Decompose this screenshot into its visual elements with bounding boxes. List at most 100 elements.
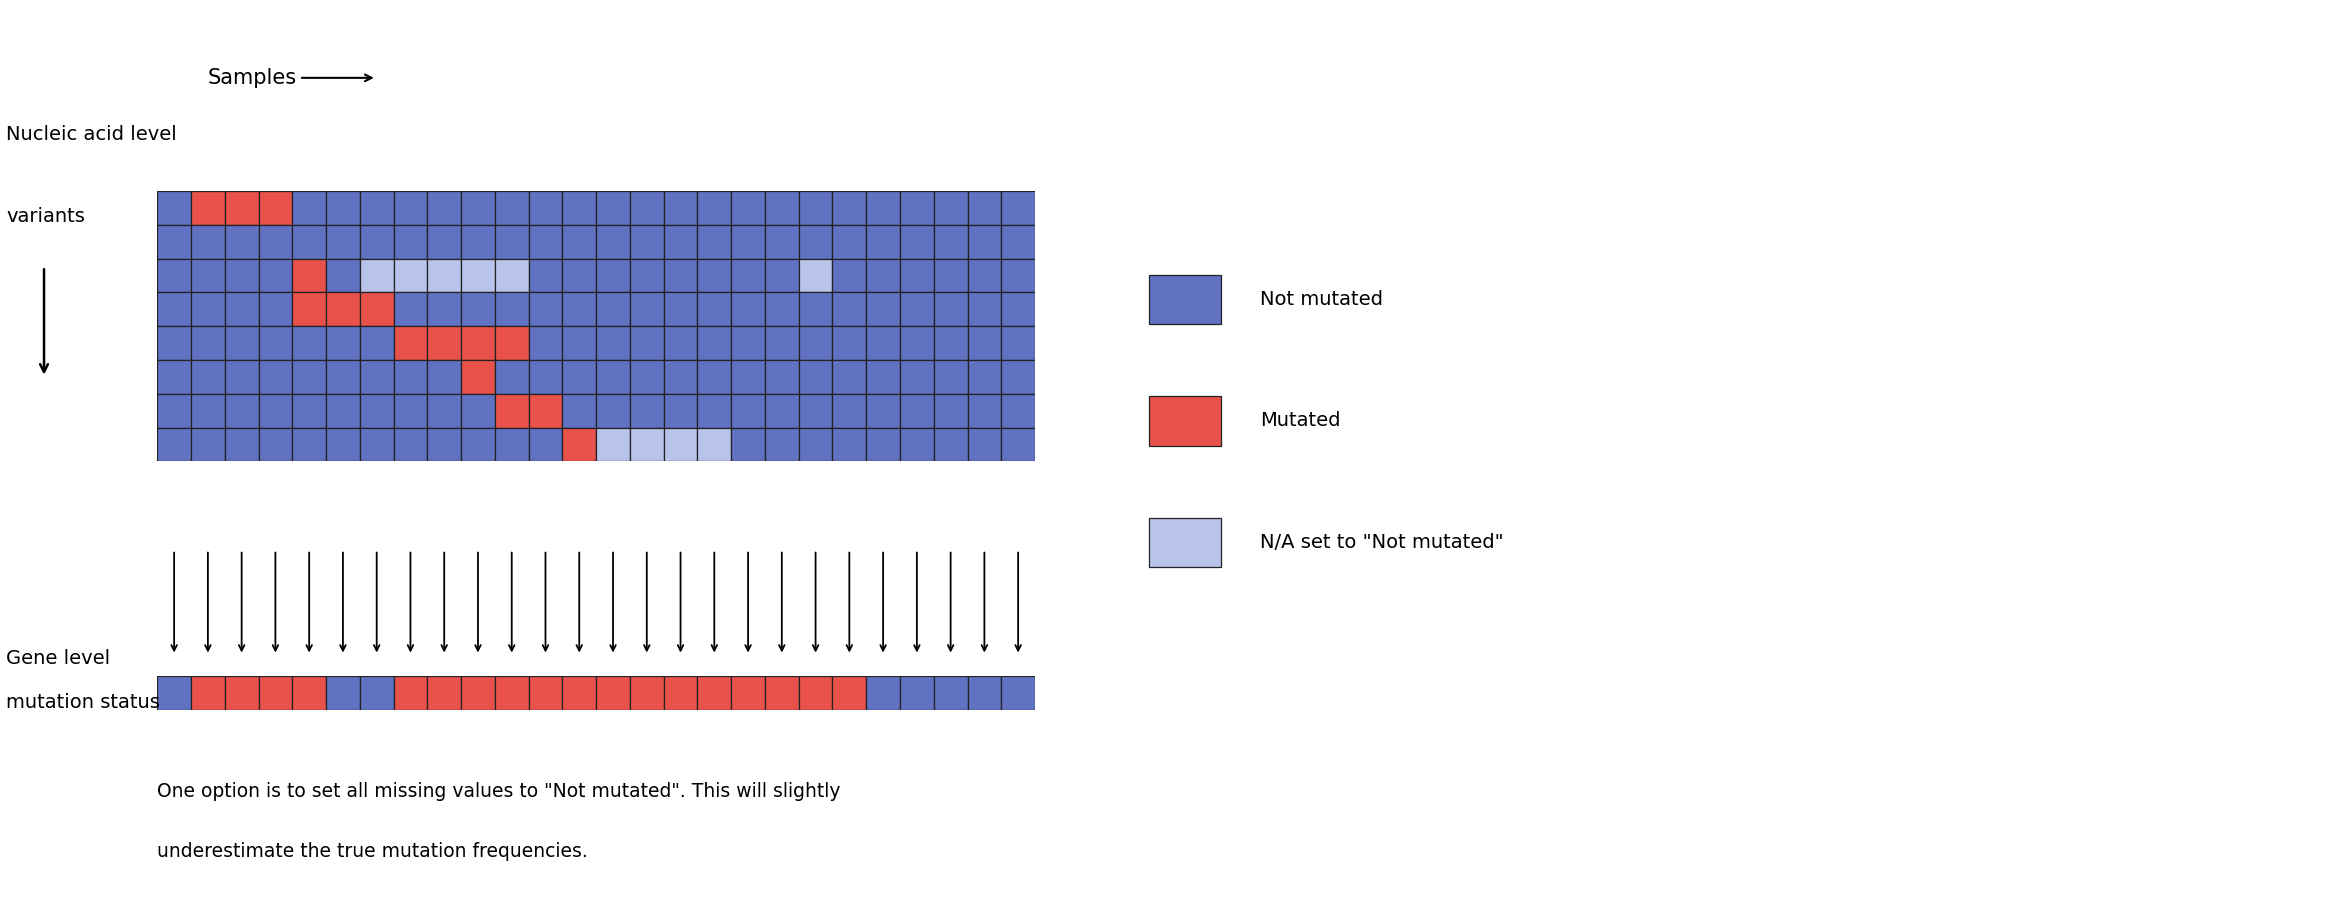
Bar bbox=[563, 258, 596, 292]
Bar bbox=[359, 676, 394, 710]
Bar bbox=[899, 360, 934, 394]
Bar bbox=[359, 360, 394, 394]
Text: Gene level: Gene level bbox=[7, 649, 110, 668]
Bar bbox=[629, 676, 664, 710]
Bar bbox=[765, 394, 798, 428]
Bar bbox=[934, 428, 967, 462]
Bar bbox=[934, 258, 967, 292]
Bar bbox=[326, 258, 359, 292]
Bar bbox=[1148, 274, 1220, 324]
Bar bbox=[528, 327, 563, 360]
Bar bbox=[528, 428, 563, 462]
Bar bbox=[563, 676, 596, 710]
Bar bbox=[563, 292, 596, 327]
Bar bbox=[732, 292, 765, 327]
Bar bbox=[258, 676, 293, 710]
Bar bbox=[967, 191, 1002, 225]
Bar bbox=[394, 676, 427, 710]
Bar bbox=[326, 428, 359, 462]
Bar bbox=[460, 428, 495, 462]
Bar bbox=[833, 676, 866, 710]
Bar bbox=[934, 225, 967, 258]
Bar bbox=[427, 360, 460, 394]
Bar bbox=[798, 258, 833, 292]
Bar bbox=[866, 394, 899, 428]
Bar bbox=[765, 360, 798, 394]
Bar bbox=[899, 292, 934, 327]
Bar bbox=[460, 225, 495, 258]
Bar bbox=[528, 360, 563, 394]
Bar bbox=[258, 292, 293, 327]
Bar bbox=[460, 191, 495, 225]
Bar bbox=[732, 225, 765, 258]
Bar bbox=[798, 225, 833, 258]
Bar bbox=[225, 258, 258, 292]
Bar bbox=[326, 360, 359, 394]
Text: One option is to set all missing values to "Not mutated". This will slightly: One option is to set all missing values … bbox=[157, 782, 840, 801]
Bar bbox=[732, 327, 765, 360]
Bar bbox=[934, 327, 967, 360]
Text: mutation status: mutation status bbox=[7, 693, 160, 713]
Bar bbox=[967, 360, 1002, 394]
Bar bbox=[664, 191, 697, 225]
Bar bbox=[359, 225, 394, 258]
Bar bbox=[394, 360, 427, 394]
Bar bbox=[157, 327, 190, 360]
Bar bbox=[293, 327, 326, 360]
Bar bbox=[967, 394, 1002, 428]
Bar bbox=[697, 191, 732, 225]
Bar bbox=[967, 327, 1002, 360]
Bar bbox=[326, 676, 359, 710]
Bar bbox=[596, 225, 629, 258]
Bar bbox=[899, 225, 934, 258]
Bar bbox=[732, 394, 765, 428]
Bar bbox=[258, 258, 293, 292]
Bar bbox=[293, 258, 326, 292]
Bar bbox=[427, 292, 460, 327]
Bar bbox=[866, 191, 899, 225]
Bar bbox=[664, 327, 697, 360]
Text: Mutated: Mutated bbox=[1260, 411, 1340, 430]
Bar bbox=[967, 258, 1002, 292]
Bar bbox=[293, 225, 326, 258]
Bar bbox=[1002, 676, 1035, 710]
Bar bbox=[967, 225, 1002, 258]
Bar bbox=[798, 360, 833, 394]
Bar bbox=[528, 292, 563, 327]
Bar bbox=[460, 258, 495, 292]
Bar bbox=[596, 258, 629, 292]
Bar bbox=[495, 258, 528, 292]
Bar bbox=[697, 428, 732, 462]
Bar bbox=[664, 428, 697, 462]
Bar bbox=[697, 676, 732, 710]
Bar bbox=[157, 676, 190, 710]
Bar bbox=[293, 292, 326, 327]
Bar bbox=[629, 360, 664, 394]
Bar bbox=[157, 428, 190, 462]
Bar bbox=[934, 191, 967, 225]
Bar bbox=[833, 191, 866, 225]
Bar bbox=[495, 292, 528, 327]
Bar bbox=[1002, 191, 1035, 225]
Bar bbox=[190, 360, 225, 394]
Bar bbox=[866, 225, 899, 258]
Bar bbox=[899, 676, 934, 710]
Bar bbox=[157, 258, 190, 292]
Bar bbox=[326, 327, 359, 360]
Bar bbox=[495, 428, 528, 462]
Bar bbox=[765, 258, 798, 292]
Bar bbox=[427, 225, 460, 258]
Bar bbox=[664, 676, 697, 710]
Bar bbox=[293, 394, 326, 428]
Bar bbox=[732, 258, 765, 292]
Bar bbox=[765, 191, 798, 225]
Bar bbox=[394, 258, 427, 292]
Bar bbox=[664, 394, 697, 428]
Text: Samples: Samples bbox=[209, 68, 298, 88]
Bar bbox=[798, 428, 833, 462]
Bar bbox=[899, 258, 934, 292]
Bar bbox=[765, 327, 798, 360]
Bar bbox=[798, 191, 833, 225]
Bar bbox=[528, 258, 563, 292]
Bar bbox=[664, 360, 697, 394]
